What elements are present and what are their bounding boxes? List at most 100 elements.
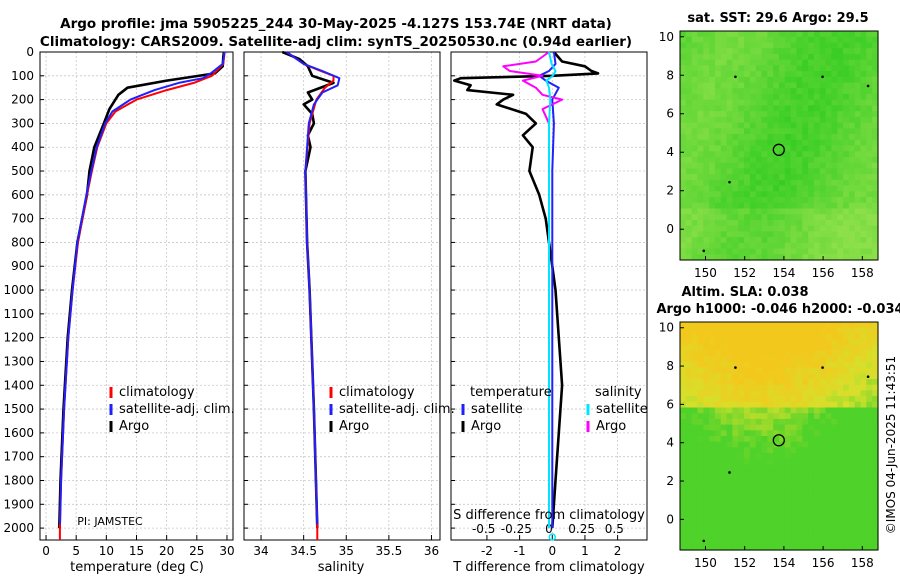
map-cell	[779, 174, 786, 181]
map-cell	[813, 464, 821, 471]
map-cell	[866, 76, 873, 84]
map-cell	[738, 498, 745, 505]
map-cell	[848, 59, 856, 66]
map-cell	[796, 373, 803, 380]
map-cell	[813, 179, 821, 187]
map-cell	[825, 156, 833, 164]
map-cell	[854, 407, 862, 414]
map-cell	[755, 179, 763, 187]
map-cell	[872, 436, 879, 443]
map-cell	[738, 156, 745, 164]
map-cell	[825, 430, 833, 437]
map-cell	[831, 191, 838, 198]
map-cell	[738, 225, 745, 232]
map-cell	[767, 231, 774, 238]
map-cell	[779, 145, 786, 152]
map-cell	[755, 93, 763, 101]
map-cell	[714, 231, 722, 238]
map-cell	[843, 475, 850, 483]
map-cell	[831, 31, 838, 38]
map-cell	[813, 458, 821, 466]
map-cell	[872, 418, 879, 426]
map-cell	[784, 31, 792, 38]
map-cell	[796, 82, 803, 89]
map-cell	[866, 93, 873, 101]
map-cell	[726, 481, 734, 488]
map-cell	[726, 122, 734, 129]
map-cell	[854, 344, 862, 352]
map-cell	[831, 515, 838, 523]
map-cell	[808, 191, 815, 198]
map-cell	[802, 116, 809, 124]
map-cell	[808, 59, 815, 66]
map-cell	[843, 151, 850, 158]
map-cell	[773, 401, 780, 409]
map-cell	[720, 521, 728, 528]
map-cell	[779, 339, 786, 346]
map-cell	[703, 481, 710, 488]
map-cell	[796, 322, 803, 329]
map-cell	[808, 384, 815, 391]
map-cell	[837, 185, 844, 192]
map-cell	[726, 76, 734, 84]
map-cell	[784, 350, 792, 357]
map-cell	[837, 458, 844, 466]
map-cell	[697, 373, 704, 380]
map-cell	[779, 464, 786, 471]
map-cell	[831, 413, 838, 420]
map-cell	[872, 481, 879, 488]
map-cell	[709, 185, 716, 192]
map-cell	[854, 76, 862, 84]
map-cell	[732, 76, 739, 84]
map-cell	[744, 384, 751, 391]
map-cell	[691, 487, 699, 494]
map-cell	[703, 390, 710, 397]
map-cell	[767, 88, 774, 95]
map-cell	[680, 532, 687, 540]
map-cell	[749, 453, 757, 460]
map-cell	[784, 447, 792, 454]
map-cell	[831, 322, 838, 329]
map-cell	[819, 225, 827, 232]
map-cell	[819, 418, 827, 426]
map-cell	[685, 76, 693, 84]
map-cell	[714, 418, 722, 426]
map-cell	[819, 105, 827, 112]
map-cell	[691, 515, 699, 523]
map-cell	[796, 156, 803, 164]
map-cell	[749, 401, 757, 409]
map-cell	[837, 42, 844, 49]
map-cell	[767, 379, 774, 386]
map-cell	[837, 191, 844, 198]
map-cell	[691, 162, 699, 169]
map-cell	[738, 76, 745, 84]
map-cell	[726, 53, 734, 61]
map-cell	[685, 225, 693, 232]
map-cell	[709, 76, 716, 84]
map-cell	[854, 470, 862, 477]
map-cell	[767, 237, 774, 244]
map-cell	[790, 208, 798, 215]
map-cell	[866, 418, 873, 426]
map-cell	[773, 36, 780, 44]
map-cell	[709, 53, 716, 61]
map-cell	[691, 344, 699, 352]
map-cell	[738, 231, 745, 238]
map-cell	[837, 88, 844, 95]
map-cell	[872, 134, 879, 141]
map-cell	[709, 413, 716, 420]
map-cell	[709, 214, 716, 221]
map-cell	[860, 464, 867, 471]
map-cell	[726, 185, 734, 192]
map-cell	[744, 339, 751, 346]
map-cell	[854, 384, 862, 391]
map-cell	[779, 453, 786, 460]
map-cell	[680, 401, 687, 409]
map-cell	[802, 156, 809, 164]
map-cell	[848, 521, 856, 528]
map-cell	[738, 208, 745, 215]
map-cell	[779, 248, 786, 255]
map-cell	[691, 407, 699, 414]
map-cell	[796, 470, 803, 477]
